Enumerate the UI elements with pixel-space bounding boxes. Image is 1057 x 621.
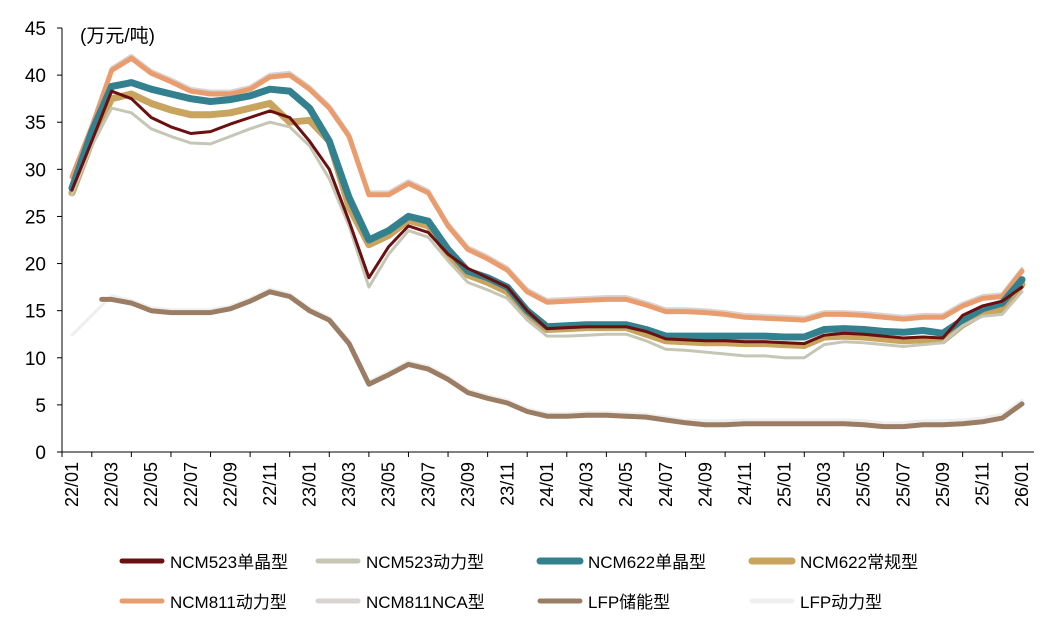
series-line-7 <box>70 287 1024 425</box>
legend-item: NCM811动力型 <box>119 593 287 612</box>
y-tick-label: 40 <box>25 66 46 87</box>
y-tick-label: 25 <box>25 207 46 228</box>
legend-item: LFP动力型 <box>749 593 882 612</box>
legend-label: NCM622常规型 <box>800 553 918 572</box>
x-tick-label: 22/09 <box>220 462 240 507</box>
x-tick-label: 24/01 <box>537 462 557 507</box>
x-tick-label: 23/11 <box>497 462 517 506</box>
x-tick-label: 23/03 <box>339 462 359 507</box>
legend: NCM523单晶型 NCM523动力型 NCM622单晶型 NCM622常规型 NCM8… <box>119 553 918 612</box>
y-tick-label: 10 <box>25 349 46 370</box>
legend-label: LFP储能型 <box>588 593 670 612</box>
x-tick-label: 22/07 <box>181 462 201 507</box>
legend-label: LFP动力型 <box>800 593 882 612</box>
series-lines <box>68 53 1026 430</box>
x-tick-label: 23/01 <box>300 462 320 507</box>
x-tick-label: 24/09 <box>695 462 715 507</box>
y-tick-label: 30 <box>25 160 46 181</box>
legend-label: NCM622单晶型 <box>588 553 706 572</box>
legend-item: LFP储能型 <box>537 593 670 612</box>
y-tick-label: 35 <box>25 113 46 134</box>
x-tick-label: 24/03 <box>577 462 597 507</box>
x-tick-label: 24/11 <box>735 462 755 506</box>
x-tick-label: 25/05 <box>854 462 874 507</box>
legend-item: NCM811NCA型 <box>315 593 485 612</box>
series-line-6 <box>99 289 1025 430</box>
legend-label: NCM811NCA型 <box>366 593 485 612</box>
x-tick-label: 22/01 <box>62 462 82 507</box>
x-tick-label: 23/07 <box>418 462 438 507</box>
y-tick-label: 20 <box>25 255 46 276</box>
x-tick-label: 24/07 <box>656 462 676 507</box>
y-tick-label: 15 <box>25 302 46 323</box>
x-tick-label: 22/11 <box>260 462 280 506</box>
x-tick-label: 25/01 <box>775 462 795 507</box>
series-line-4 <box>69 55 1025 323</box>
y-axis-ticks: 0 5 10 15 20 25 30 35 40 45 <box>25 19 62 464</box>
legend-label: NCM523动力型 <box>366 553 484 572</box>
x-tick-label: 22/05 <box>141 462 161 507</box>
x-tick-label: 25/03 <box>814 462 834 507</box>
series-line-1 <box>70 106 1024 360</box>
y-tick-label: 5 <box>35 396 46 417</box>
legend-item: NCM622单晶型 <box>536 553 706 572</box>
x-tick-label: 22/03 <box>102 462 122 507</box>
legend-item: NCM523动力型 <box>315 553 484 572</box>
unit-label: (万元/吨) <box>80 25 155 47</box>
x-tick-label: 23/09 <box>458 462 478 507</box>
legend-item: NCM622常规型 <box>748 553 918 572</box>
y-tick-label: 0 <box>35 443 46 464</box>
series-line-0 <box>70 89 1024 346</box>
legend-label: NCM811动力型 <box>170 593 287 612</box>
x-axis-ticks: 22/01 22/03 22/05 22/07 22/09 22/11 23/01 23/03… <box>61 452 1032 507</box>
legend-label: NCM523单晶型 <box>170 553 288 572</box>
x-tick-label: 25/07 <box>893 462 913 507</box>
axes <box>61 28 1034 453</box>
legend-item: NCM523单晶型 <box>119 553 288 572</box>
x-tick-label: 24/05 <box>616 462 636 507</box>
y-tick-label: 45 <box>25 19 46 40</box>
x-tick-label: 25/09 <box>933 462 953 507</box>
x-tick-label: 26/01 <box>1012 462 1032 507</box>
x-tick-label: 23/05 <box>379 462 399 507</box>
x-tick-label: 25/11 <box>972 462 992 506</box>
